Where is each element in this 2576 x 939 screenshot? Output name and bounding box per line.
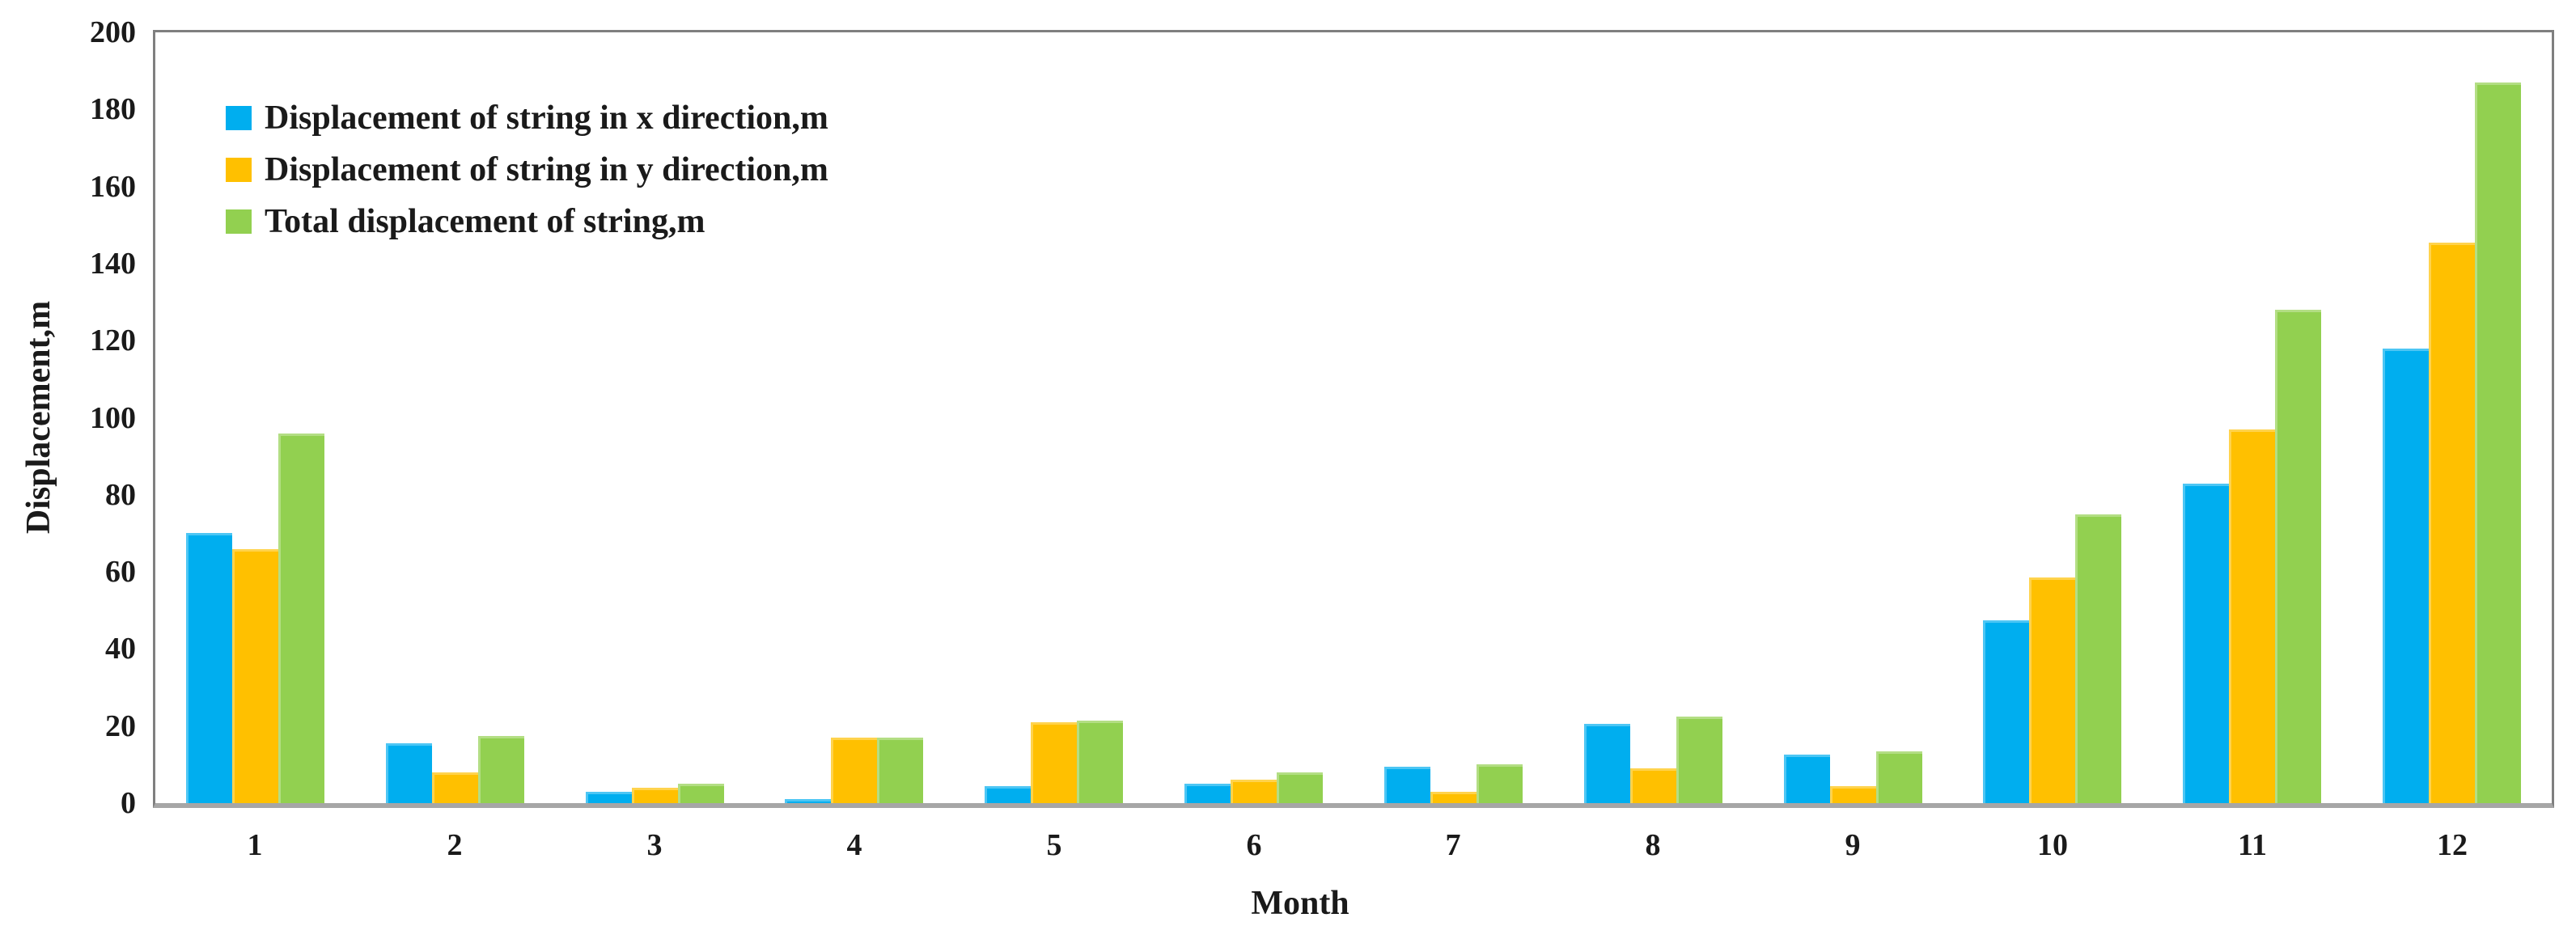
y-tick-200: 200 <box>90 15 136 49</box>
bar-month4-series1 <box>785 799 831 803</box>
bar-month2-series1 <box>386 743 432 803</box>
bar-month6-series1 <box>1184 784 1231 803</box>
bar-month10-series1 <box>1983 620 2029 803</box>
legend-swatch-icon <box>226 209 252 234</box>
bar-month2-series3 <box>478 736 524 803</box>
bar-month5-series3 <box>1077 721 1123 803</box>
x-tick-9: 9 <box>1845 828 1861 862</box>
bar-month11-series3 <box>2275 310 2321 803</box>
y-tick-180: 180 <box>90 92 136 126</box>
x-tick-4: 4 <box>846 828 862 862</box>
x-axis-title: Month <box>1251 885 1349 922</box>
legend-swatch-icon <box>226 106 252 130</box>
bar-month8-series1 <box>1584 724 1630 803</box>
bar-month7-series1 <box>1384 767 1430 803</box>
y-tick-0: 0 <box>121 786 136 820</box>
bar-month5-series1 <box>985 786 1031 803</box>
x-tick-2: 2 <box>447 828 463 862</box>
bar-month12-series3 <box>2475 82 2521 803</box>
bar-month4-series3 <box>877 738 923 803</box>
x-tick-8: 8 <box>1645 828 1661 862</box>
x-tick-6: 6 <box>1246 828 1262 862</box>
bar-month10-series3 <box>2075 514 2121 803</box>
y-axis-title: Displacement,m <box>20 300 57 535</box>
bar-month1-series3 <box>278 434 324 803</box>
legend-item-1: Displacement of string in x direction,m <box>226 100 828 136</box>
y-tick-60: 60 <box>105 555 136 589</box>
bar-month10-series2 <box>2029 577 2075 803</box>
x-tick-10: 10 <box>2037 828 2068 862</box>
bar-month7-series2 <box>1430 792 1477 803</box>
bar-month6-series3 <box>1277 772 1323 803</box>
bar-month9-series1 <box>1784 755 1830 803</box>
bar-month9-series2 <box>1830 786 1876 803</box>
bar-month6-series2 <box>1231 780 1277 803</box>
y-tick-80: 80 <box>105 478 136 512</box>
y-tick-120: 120 <box>90 324 136 357</box>
x-tick-12: 12 <box>2437 828 2468 862</box>
y-tick-140: 140 <box>90 247 136 281</box>
bar-month11-series1 <box>2183 484 2229 803</box>
bar-month4-series2 <box>831 738 877 803</box>
bar-month2-series2 <box>432 772 478 803</box>
x-tick-5: 5 <box>1046 828 1062 862</box>
bar-month7-series3 <box>1477 764 1523 803</box>
legend-swatch-icon <box>226 158 252 182</box>
legend-label: Total displacement of string,m <box>265 203 705 240</box>
y-tick-100: 100 <box>90 401 136 435</box>
y-tick-40: 40 <box>105 632 136 666</box>
bar-month12-series2 <box>2429 243 2475 803</box>
x-tick-11: 11 <box>2238 828 2267 862</box>
y-tick-20: 20 <box>105 709 136 743</box>
legend-item-2: Displacement of string in y direction,m <box>226 152 828 188</box>
x-tick-3: 3 <box>646 828 663 862</box>
bar-month1-series2 <box>232 549 278 803</box>
bar-month9-series3 <box>1876 751 1922 803</box>
bar-month5-series2 <box>1031 722 1077 803</box>
x-tick-1: 1 <box>247 828 263 862</box>
legend-label: Displacement of string in x direction,m <box>265 99 828 137</box>
bar-month11-series2 <box>2229 429 2275 803</box>
bar-month12-series1 <box>2383 349 2429 803</box>
bar-month3-series2 <box>632 788 678 803</box>
bar-month8-series3 <box>1676 717 1722 803</box>
bar-month8-series2 <box>1630 768 1676 803</box>
legend-item-3: Total displacement of string,m <box>226 204 705 239</box>
legend-label: Displacement of string in y direction,m <box>265 151 828 188</box>
y-tick-160: 160 <box>90 170 136 204</box>
bar-month1-series1 <box>186 533 232 803</box>
bar-month3-series3 <box>678 784 724 803</box>
plot-area <box>153 30 2554 808</box>
x-tick-7: 7 <box>1445 828 1461 862</box>
bar-month3-series1 <box>586 792 632 803</box>
